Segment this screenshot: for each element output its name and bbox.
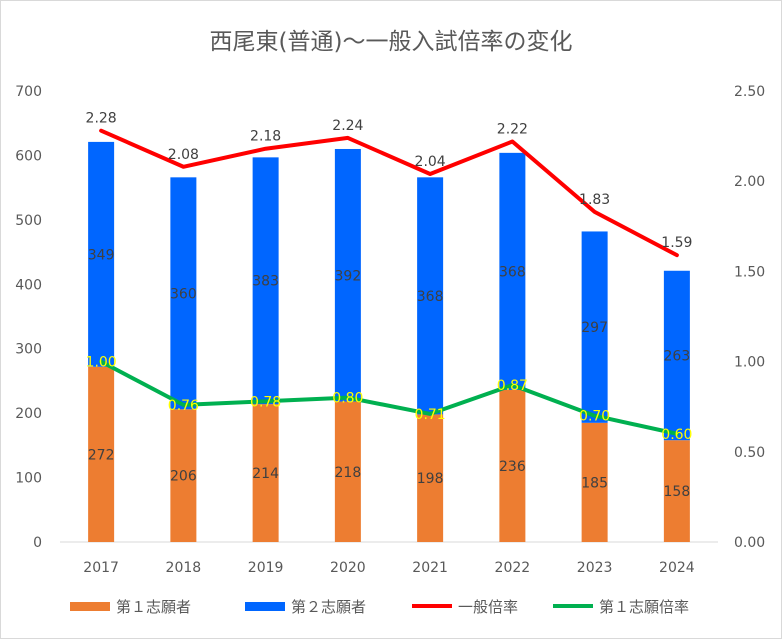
legend-swatch-red bbox=[412, 604, 452, 608]
data-label-first-ratio: 0.87 bbox=[497, 378, 528, 394]
data-label-first-ratio: 0.60 bbox=[661, 427, 692, 443]
bar-first-applicants bbox=[88, 366, 115, 542]
data-label-general-ratio: 2.24 bbox=[332, 118, 363, 134]
legend-item-first-applicants: 第１志願者 bbox=[70, 594, 191, 618]
bar-second-applicants bbox=[88, 141, 115, 367]
line-general-ratio bbox=[99, 128, 679, 258]
data-label-second-applicants: 349 bbox=[88, 247, 115, 263]
data-label-first-ratio: 0.76 bbox=[168, 398, 199, 414]
x-tick-label: 2020 bbox=[330, 560, 366, 576]
data-label-second-applicants: 360 bbox=[170, 286, 197, 302]
data-label-first-applicants: 206 bbox=[170, 469, 197, 485]
bar-first-applicants bbox=[334, 401, 361, 542]
data-label-first-applicants: 272 bbox=[88, 447, 115, 463]
data-label-first-ratio: 0.71 bbox=[415, 407, 446, 423]
data-label-second-applicants: 392 bbox=[335, 268, 362, 284]
bar-second-applicants bbox=[334, 148, 361, 402]
bar-first-applicants bbox=[252, 404, 279, 542]
data-label-first-ratio: 0.78 bbox=[250, 394, 281, 410]
x-tick-label: 2024 bbox=[659, 560, 695, 576]
bar-first-applicants bbox=[417, 414, 444, 542]
bar-first-applicants bbox=[663, 440, 690, 542]
x-tick-label: 2021 bbox=[412, 560, 448, 576]
data-label-general-ratio: 2.22 bbox=[497, 122, 528, 138]
bar-second-applicants bbox=[663, 270, 690, 441]
data-label-general-ratio: 2.18 bbox=[250, 129, 281, 145]
x-tick-label: 2019 bbox=[248, 560, 284, 576]
y-left-tick-label: 400 bbox=[15, 277, 42, 293]
bar-first-applicants bbox=[170, 409, 197, 542]
line-first-ratio bbox=[99, 359, 679, 436]
legend-swatch-blue bbox=[245, 601, 285, 611]
legend-item-general-ratio: 一般倍率 bbox=[412, 594, 518, 618]
bar-second-applicants bbox=[170, 177, 197, 410]
y-right-tick-label: 0.00 bbox=[734, 535, 765, 551]
bar-first-applicants bbox=[499, 389, 526, 542]
bar-second-applicants bbox=[252, 157, 279, 405]
data-label-general-ratio: 1.83 bbox=[579, 192, 610, 208]
bar-second-applicants bbox=[417, 177, 444, 415]
legend-swatch-orange bbox=[70, 601, 110, 611]
data-label-first-ratio: 1.00 bbox=[86, 355, 117, 371]
y-left-tick-label: 300 bbox=[15, 342, 42, 358]
chart-title: 西尾東(普通)〜一般入試倍率の変化 bbox=[209, 29, 573, 55]
data-label-first-applicants: 158 bbox=[664, 484, 691, 500]
data-label-general-ratio: 2.08 bbox=[168, 147, 199, 163]
y-right-tick-label: 0.50 bbox=[734, 445, 765, 461]
data-label-second-applicants: 368 bbox=[417, 289, 444, 305]
x-tick-label: 2023 bbox=[577, 560, 613, 576]
data-label-second-applicants: 383 bbox=[252, 274, 279, 290]
legend-item-second-applicants: 第２志願者 bbox=[245, 594, 366, 618]
legend-label: 第２志願者 bbox=[291, 597, 367, 616]
data-label-second-applicants: 297 bbox=[581, 320, 608, 336]
data-label-first-applicants: 214 bbox=[252, 466, 279, 482]
y-left-tick-label: 200 bbox=[15, 406, 42, 422]
y-right-tick-label: 2.50 bbox=[734, 84, 765, 100]
y-left-tick-label: 600 bbox=[15, 148, 42, 164]
data-label-first-applicants: 218 bbox=[335, 465, 362, 481]
x-tick-label: 2022 bbox=[495, 560, 531, 576]
y-left-tick-label: 100 bbox=[15, 471, 42, 487]
y-right-tick-label: 2.00 bbox=[734, 174, 765, 190]
data-label-first-ratio: 0.70 bbox=[579, 409, 610, 425]
data-label-second-applicants: 263 bbox=[664, 348, 691, 364]
legend-swatch-green bbox=[553, 604, 593, 608]
data-label-general-ratio: 2.04 bbox=[415, 154, 446, 170]
x-tick-label: 2018 bbox=[166, 560, 202, 576]
data-label-first-applicants: 236 bbox=[499, 459, 526, 475]
bar-second-applicants bbox=[499, 152, 526, 390]
y-left-tick-label: 700 bbox=[15, 84, 42, 100]
chart-legend: 第１志願者 第２志願者 一般倍率 第１志願倍率 bbox=[0, 594, 782, 618]
legend-label: 一般倍率 bbox=[458, 597, 519, 616]
data-label-first-applicants: 198 bbox=[417, 471, 444, 487]
data-label-first-ratio: 0.80 bbox=[332, 391, 363, 407]
x-tick-label: 2017 bbox=[83, 560, 119, 576]
bar-second-applicants bbox=[581, 231, 608, 423]
y-left-tick-label: 0 bbox=[33, 535, 42, 551]
y-right-tick-label: 1.50 bbox=[734, 264, 765, 280]
bar-first-applicants bbox=[581, 422, 608, 542]
legend-item-first-ratio: 第１志願倍率 bbox=[553, 594, 689, 618]
data-label-general-ratio: 1.59 bbox=[661, 235, 692, 251]
legend-label: 第１志願倍率 bbox=[599, 597, 690, 616]
y-left-tick-label: 500 bbox=[15, 213, 42, 229]
legend-label: 第１志願者 bbox=[116, 597, 192, 616]
y-right-tick-label: 1.00 bbox=[734, 355, 765, 371]
data-label-second-applicants: 368 bbox=[499, 264, 526, 280]
data-label-general-ratio: 2.28 bbox=[86, 111, 117, 127]
data-label-first-applicants: 185 bbox=[581, 475, 608, 491]
